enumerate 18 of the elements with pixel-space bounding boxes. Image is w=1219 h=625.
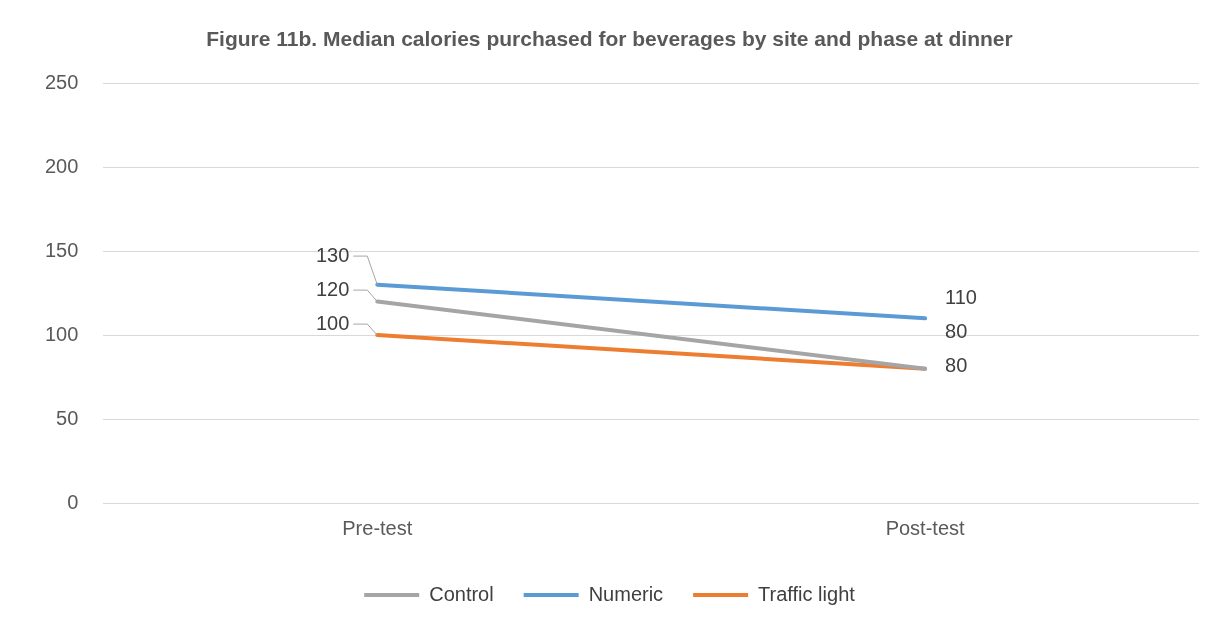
legend-label: Traffic light: [758, 582, 856, 605]
data-label: 110: [945, 285, 977, 308]
data-label: 80: [945, 319, 968, 342]
legend-label: Numeric: [588, 582, 664, 605]
y-tick-label: 250: [44, 70, 79, 93]
data-label: 130: [315, 243, 350, 266]
y-tick-label: 0: [67, 490, 79, 513]
legend-label: Control: [429, 582, 494, 605]
data-label: 100: [315, 311, 350, 334]
x-tick-label: Post-test: [885, 516, 965, 539]
x-tick-label: Pre-test: [342, 516, 413, 539]
y-tick-label: 150: [44, 238, 79, 261]
data-label: 120: [315, 277, 350, 300]
y-tick-label: 50: [56, 406, 79, 429]
data-label: 80: [945, 353, 968, 376]
y-tick-label: 200: [44, 154, 79, 177]
y-tick-label: 100: [44, 322, 79, 345]
chart-title: Figure 11b. Median calories purchased for beverages by site and phase at dinner: [206, 27, 1013, 51]
